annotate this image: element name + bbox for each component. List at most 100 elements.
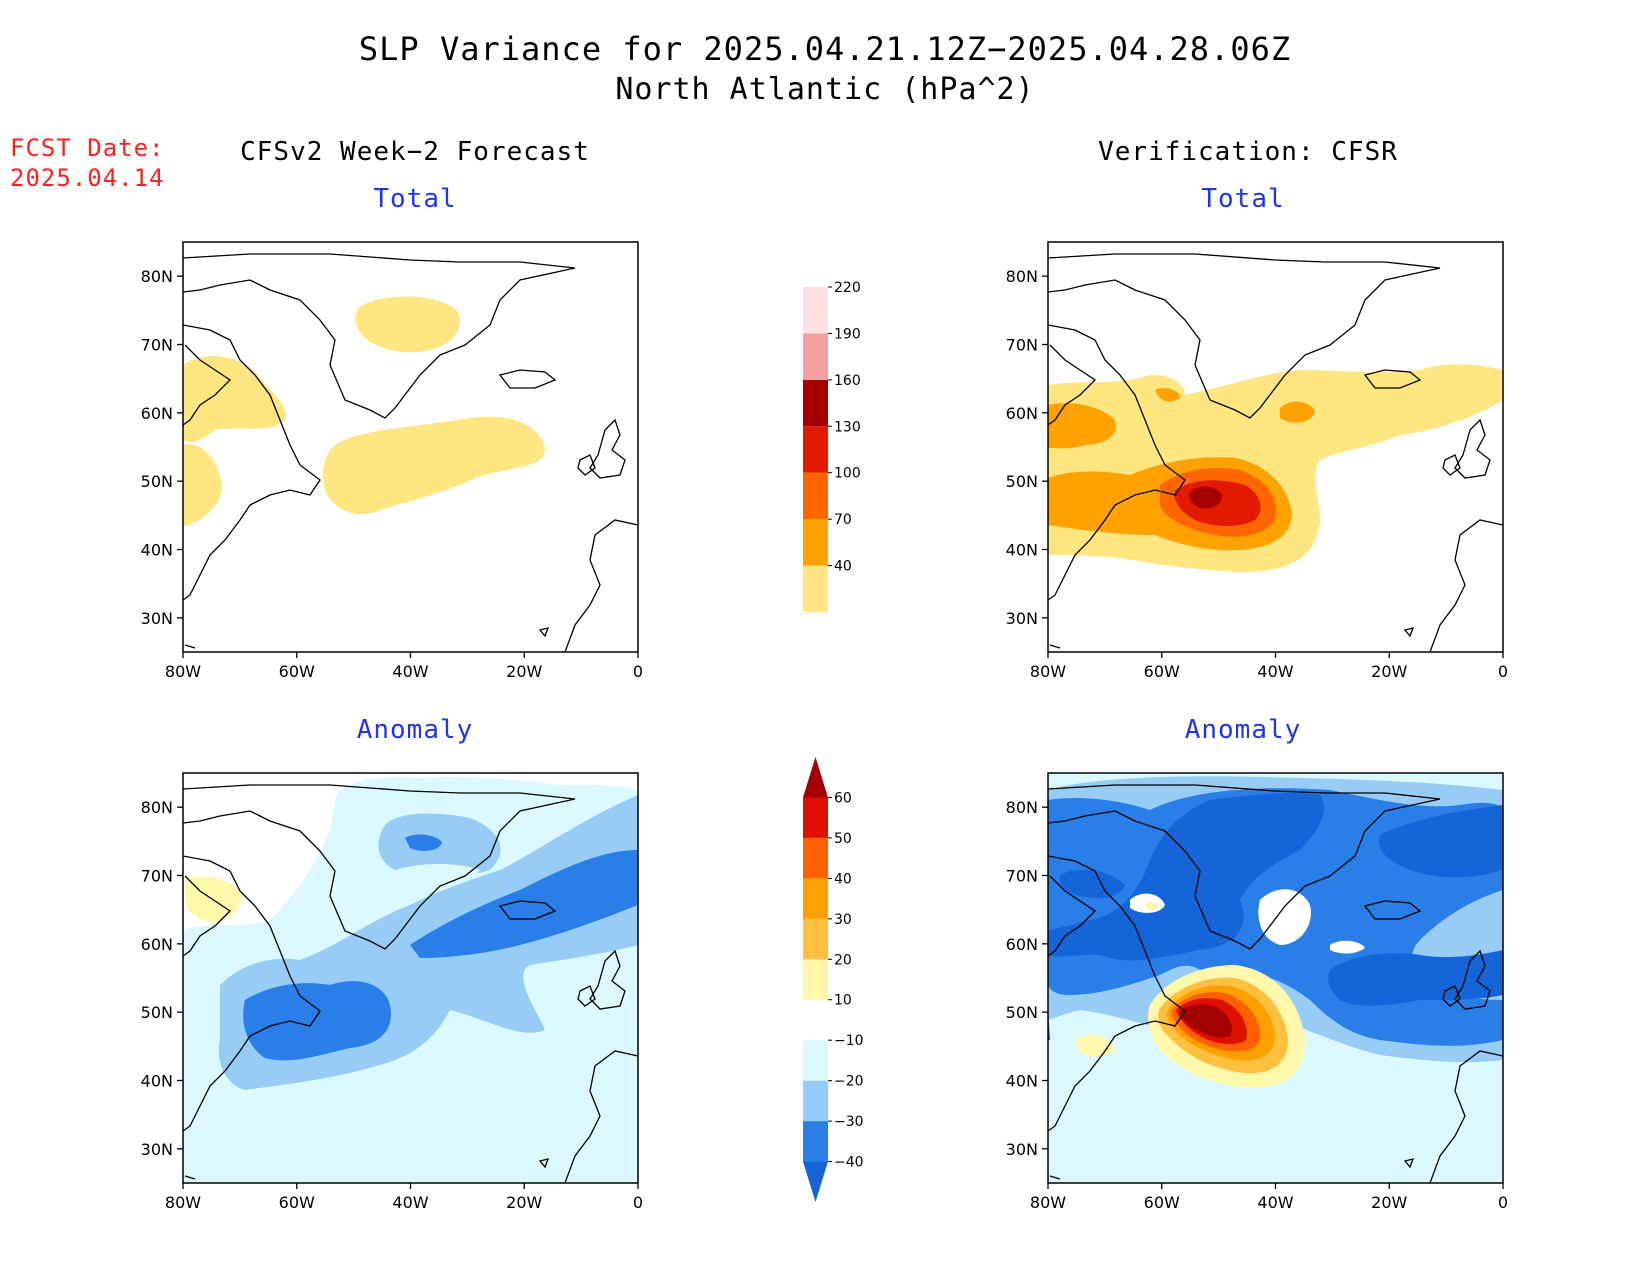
fcst-anomaly-shading xyxy=(183,777,638,1183)
right-column-title: Verification: CFSR xyxy=(1098,137,1398,167)
fcst-total-shading xyxy=(183,296,545,527)
lon-tick-label: 80W xyxy=(1030,1193,1066,1212)
colorbar-swatch xyxy=(803,878,828,919)
colorbar-label: 130 xyxy=(834,419,861,435)
colorbar-label: −30 xyxy=(834,1114,864,1130)
verif-total-title: Total xyxy=(1201,184,1285,214)
colorbar-swatch xyxy=(803,1040,828,1081)
fcst-anomaly-lon-axis: 80W 60W 40W 20W 0 xyxy=(165,1183,643,1212)
fcst-total-map: 80N 70N 60N 50N 40N 30N 80W 60W 40W 20W 0 xyxy=(141,241,643,681)
fcst-anomaly-coastlines xyxy=(183,784,638,1183)
fcst-total-coastlines xyxy=(183,253,638,652)
fcst-total-lon-axis: 80W 60W 40W 20W 0 xyxy=(165,652,643,681)
colorbar-bottom-arrow xyxy=(803,1161,828,1202)
lat-tick-label: 50N xyxy=(1006,472,1038,491)
fcst-anomaly-map: 80N 70N 60N 50N 40N 30N 80W 60W 40W 20W 0 xyxy=(141,772,643,1212)
lat-tick-label: 50N xyxy=(141,1003,173,1022)
subtitle: North Atlantic (hPa^2) xyxy=(615,72,1035,107)
colorbar-swatch xyxy=(803,999,828,1041)
forecast-date-label: FCST Date: xyxy=(10,134,165,162)
lon-tick-label: 0 xyxy=(633,662,643,681)
lat-tick-label: 60N xyxy=(1006,404,1038,423)
colorbar-label: 160 xyxy=(834,373,861,389)
fcst-total-title: Total xyxy=(373,184,457,214)
lon-tick-label: 20W xyxy=(1371,662,1407,681)
colorbar-label: 40 xyxy=(834,559,852,575)
lat-tick-label: 40N xyxy=(1006,1072,1038,1091)
colorbar-label: 30 xyxy=(834,912,852,928)
lat-tick-label: 60N xyxy=(141,935,173,954)
colorbar-swatch xyxy=(803,287,828,334)
colorbar-swatch xyxy=(803,519,828,566)
colorbar-label: 10 xyxy=(834,993,852,1009)
total-colorbar: 40 70 100 130 160 190 220 xyxy=(803,280,861,612)
colorbar-label: 220 xyxy=(834,280,861,296)
verif-anomaly-lat-axis: 80N 70N 60N 50N 40N 30N xyxy=(1006,798,1048,1159)
lat-tick-label: 30N xyxy=(1006,1140,1038,1159)
lat-tick-label: 50N xyxy=(141,472,173,491)
lat-tick-label: 40N xyxy=(1006,541,1038,560)
lon-tick-label: 40W xyxy=(392,1193,428,1212)
forecast-date: FCST Date: 2025.04.14 xyxy=(10,133,165,193)
lon-tick-label: 60W xyxy=(279,1193,315,1212)
lon-tick-label: 80W xyxy=(165,1193,201,1212)
lat-tick-label: 80N xyxy=(1006,798,1038,817)
lon-tick-label: 0 xyxy=(1498,662,1508,681)
colorbar-label: 190 xyxy=(834,326,861,342)
fcst-anomaly-title: Anomaly xyxy=(356,715,474,745)
lat-tick-label: 40N xyxy=(141,541,173,560)
colorbar-swatch xyxy=(803,472,828,520)
lon-tick-label: 20W xyxy=(506,662,542,681)
colorbar-swatch xyxy=(803,379,828,427)
forecast-date-value: 2025.04.14 xyxy=(10,164,165,192)
lon-tick-label: 80W xyxy=(165,662,201,681)
verif-anomaly-lon-axis: 80W 60W 40W 20W 0 xyxy=(1030,1183,1508,1212)
lon-tick-label: 40W xyxy=(392,662,428,681)
colorbar-label: −20 xyxy=(834,1074,864,1090)
lon-tick-label: 80W xyxy=(1030,662,1066,681)
colorbar-swatch xyxy=(803,918,828,960)
verif-total-map: 80N 70N 60N 50N 40N 30N 80W 60W 40W 20W 0 xyxy=(1006,241,1508,681)
verif-anomaly-coastlines xyxy=(1048,784,1503,1183)
main-title: SLP Variance for 2025.04.21.12Z−2025.04.… xyxy=(358,30,1292,68)
colorbar-swatch xyxy=(803,837,828,879)
lon-tick-label: 0 xyxy=(633,1193,643,1212)
fcst-total-lat-axis: 80N 70N 60N 50N 40N 30N xyxy=(141,267,183,628)
lon-tick-label: 40W xyxy=(1257,1193,1293,1212)
colorbar-top-arrow xyxy=(803,757,828,798)
colorbar-swatch xyxy=(803,1080,828,1122)
colorbar-label: 60 xyxy=(834,790,852,806)
lon-tick-label: 0 xyxy=(1498,1193,1508,1212)
lon-tick-label: 60W xyxy=(279,662,315,681)
colorbar-swatch xyxy=(803,1121,828,1162)
lat-tick-label: 40N xyxy=(141,1072,173,1091)
colorbar-label: 100 xyxy=(834,466,861,482)
colorbar-swatch xyxy=(803,565,828,612)
lat-tick-label: 60N xyxy=(1006,935,1038,954)
lat-tick-label: 30N xyxy=(141,609,173,628)
colorbar-label: 40 xyxy=(834,871,852,887)
lat-tick-label: 50N xyxy=(1006,1003,1038,1022)
colorbar-label: 50 xyxy=(834,831,852,847)
lat-tick-label: 70N xyxy=(1006,867,1038,886)
lon-tick-label: 20W xyxy=(1371,1193,1407,1212)
verif-total-shading xyxy=(1048,364,1503,572)
colorbar-label: −10 xyxy=(834,1033,864,1049)
lat-tick-label: 80N xyxy=(141,798,173,817)
lon-tick-label: 60W xyxy=(1144,1193,1180,1212)
colorbar-label: 20 xyxy=(834,952,852,968)
colorbar-swatch xyxy=(803,426,828,473)
verif-anomaly-title: Anomaly xyxy=(1184,715,1302,745)
verif-total-coastlines xyxy=(1048,253,1503,652)
verif-total-lon-axis: 80W 60W 40W 20W 0 xyxy=(1030,652,1508,681)
anomaly-colorbar: −40 −30 −20 −10 10 20 30 40 50 60 xyxy=(803,757,864,1202)
lat-tick-label: 70N xyxy=(141,867,173,886)
fcst-anomaly-lat-axis: 80N 70N 60N 50N 40N 30N xyxy=(141,798,183,1159)
lon-tick-label: 20W xyxy=(506,1193,542,1212)
lon-tick-label: 60W xyxy=(1144,662,1180,681)
lat-tick-label: 60N xyxy=(141,404,173,423)
verif-anomaly-map: 80N 70N 60N 50N 40N 30N 80W 60W 40W 20W 0 xyxy=(1006,772,1508,1212)
colorbar-swatch xyxy=(803,333,828,380)
lon-tick-label: 40W xyxy=(1257,662,1293,681)
